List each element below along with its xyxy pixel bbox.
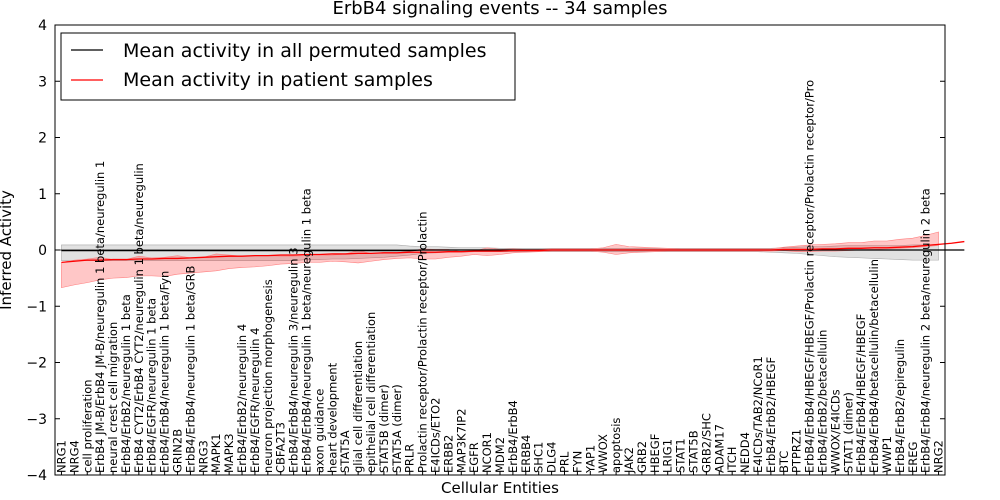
x-tick-label: STAT5A bbox=[338, 430, 352, 473]
x-tick-label: E4ICDs/TAB2/NCoR1 bbox=[751, 356, 765, 473]
x-tick-label: ErbB4/EGFR/neuregulin 4 bbox=[248, 328, 262, 473]
x-tick-label: MAP3K7IP2 bbox=[454, 408, 468, 473]
y-ticks: −4 −3 −2 −1 0 1 2 3 4 bbox=[26, 18, 945, 484]
x-tick-label: GRB2/SHC bbox=[699, 413, 713, 473]
y-tick-label: 0 bbox=[38, 243, 47, 259]
x-tick-label: axon guidance bbox=[312, 389, 326, 473]
series-lines bbox=[55, 240, 965, 264]
y-tick-label: −2 bbox=[26, 356, 47, 372]
legend-label-patient: Mean activity in patient samples bbox=[123, 69, 433, 91]
x-tick-label: STAT5B (dimer) bbox=[377, 384, 391, 473]
x-tick-label: EGFR bbox=[467, 442, 481, 473]
x-tick-label: WWOX bbox=[596, 434, 610, 473]
x-tick-label: ErbB4 JM-B/ErbB4 JM-B/neuregulin 1 beta/… bbox=[93, 161, 107, 473]
x-tick-label: YAP1 bbox=[583, 445, 597, 474]
x-tick-label: ERBB4 bbox=[519, 435, 533, 473]
x-tick-label: ErbB4/ErbB4/neuregulin 1 beta/Fyn bbox=[158, 271, 172, 473]
series-line-patient bbox=[61, 240, 965, 264]
x-tick-label: GRIN2B bbox=[171, 429, 185, 473]
x-tick-label: ADAM17 bbox=[712, 424, 726, 473]
x-tick-label: ErbB4/ErbB2/neuregulin 1 beta bbox=[119, 294, 133, 473]
x-axis-label: Cellular Entities bbox=[441, 479, 559, 497]
x-tick-label: epithelial cell differentiation bbox=[364, 312, 378, 473]
x-tick-label: neural crest cell migration bbox=[106, 322, 120, 473]
y-tick-label: 4 bbox=[38, 18, 47, 34]
y-tick-label: 3 bbox=[38, 74, 47, 90]
x-tick-label: heart development bbox=[325, 362, 339, 473]
x-tick-label: NRG2 bbox=[932, 440, 946, 473]
x-tick-label: NRG1 bbox=[54, 440, 68, 473]
x-tick-label: PRLR bbox=[403, 444, 417, 473]
x-tick-label: STAT5B bbox=[686, 430, 700, 473]
x-tick-label: CBFA2T3 bbox=[274, 422, 288, 473]
y-tick-label: 2 bbox=[38, 131, 47, 147]
chart-title: ErbB4 signaling events -- 34 samples bbox=[332, 0, 667, 19]
x-tick-label: ErbB4/ErbB4/HBEGF/HBEGF bbox=[854, 314, 868, 473]
legend: Mean activity in all permuted samples Me… bbox=[60, 32, 516, 101]
x-tick-label: ErbB4/EGFR/neuregulin 1 beta bbox=[145, 298, 159, 473]
x-tick-label: GRB2 bbox=[635, 441, 649, 473]
x-tick-label: MDM2 bbox=[493, 437, 507, 473]
x-tick-label: STAT1 (dimer) bbox=[841, 392, 855, 473]
x-tick-label: MAPK1 bbox=[209, 433, 223, 473]
x-tick-label: MAPK3 bbox=[222, 433, 236, 473]
x-tick-label: ErbB4/ErbB4/neuregulin 1 beta/GRB bbox=[183, 265, 197, 473]
x-tick-label: apoptosis bbox=[609, 418, 623, 473]
x-tick-label: FYN bbox=[570, 451, 584, 473]
x-tick-label: STAT1 bbox=[674, 438, 688, 473]
x-tick-label: Prolactin receptor/Prolactin receptor/Pr… bbox=[416, 211, 430, 473]
x-tick-label: ErbB4/ErbB4/betacellulin/betacellulin bbox=[867, 259, 881, 473]
x-tick-label: HBEGF bbox=[648, 434, 662, 473]
y-tick-label: −1 bbox=[26, 299, 47, 315]
x-tick-label: ErbB4/ErbB4/neuregulin 3/neuregulin 3 bbox=[287, 247, 301, 473]
x-tick-label: ErbB4/ErbB2/betacellulin bbox=[815, 330, 829, 473]
y-tick-label: −3 bbox=[26, 412, 47, 428]
x-tick-label: E4ICDs/ETO2 bbox=[429, 398, 443, 473]
x-tick-label: DLG4 bbox=[545, 442, 559, 474]
legend-box bbox=[60, 32, 516, 101]
x-tick-label: NRG4 bbox=[67, 440, 81, 473]
x-tick-label: ErbB4/ErbB4/neuregulin 1 beta/neuregulin… bbox=[300, 188, 314, 473]
legend-label-permuted: Mean activity in all permuted samples bbox=[123, 40, 486, 62]
plot-frame bbox=[54, 24, 946, 476]
x-tick-label: ERBB2 bbox=[441, 435, 455, 473]
x-tick-label: WWP1 bbox=[880, 436, 894, 473]
x-tick-label: cell proliferation bbox=[80, 379, 94, 473]
x-tick-label: ErbB4/ErbB2/epiregulin bbox=[893, 339, 907, 473]
x-tick-label: ITCH bbox=[725, 447, 739, 473]
x-tick-label: neuron projection morphogenesis bbox=[261, 279, 275, 473]
x-tick-label: SHC1 bbox=[532, 442, 546, 473]
x-tick-label: LRIG1 bbox=[661, 439, 675, 473]
y-tick-label: 1 bbox=[38, 187, 47, 203]
x-tick-label: BTC bbox=[777, 451, 791, 473]
x-tick-label: ErbB4 CYT2/ErbB4 CYT2/neuregulin 1 beta/… bbox=[132, 163, 146, 473]
x-tick-label: ErbB4/ErbB4/neuregulin 2 beta/neuregulin… bbox=[919, 188, 933, 473]
x-tick-label: ErbB4/ErbB2/HBEGF bbox=[764, 357, 778, 473]
x-tick-label: PTPRZ1 bbox=[790, 429, 804, 473]
band-permuted bbox=[61, 244, 939, 261]
x-tick-label: STAT5A (dimer) bbox=[390, 384, 404, 473]
x-tick-label: ErbB4/ErbB4 bbox=[506, 400, 520, 473]
y-axis-label: Inferred Activity bbox=[0, 190, 15, 310]
x-tick-label: ErbB4/ErbB4/HBEGF/HBEGF/Prolactin recept… bbox=[803, 80, 817, 473]
y-tick-label: −4 bbox=[26, 468, 47, 484]
x-tick-label: PRL bbox=[557, 451, 571, 473]
x-tick-label: JAK2 bbox=[622, 447, 636, 474]
x-tick-label: WWOX/E4ICDs bbox=[828, 389, 842, 473]
x-tick-label: NCOR1 bbox=[480, 432, 494, 473]
x-tick-label: NRG3 bbox=[196, 440, 210, 473]
x-tick-label: NEDD4 bbox=[738, 432, 752, 473]
x-tick-label: EREG bbox=[906, 442, 920, 473]
x-tick-label: ErbB4/ErbB2/neuregulin 4 bbox=[235, 324, 249, 473]
x-tick-label: glial cell differentiation bbox=[351, 341, 365, 473]
